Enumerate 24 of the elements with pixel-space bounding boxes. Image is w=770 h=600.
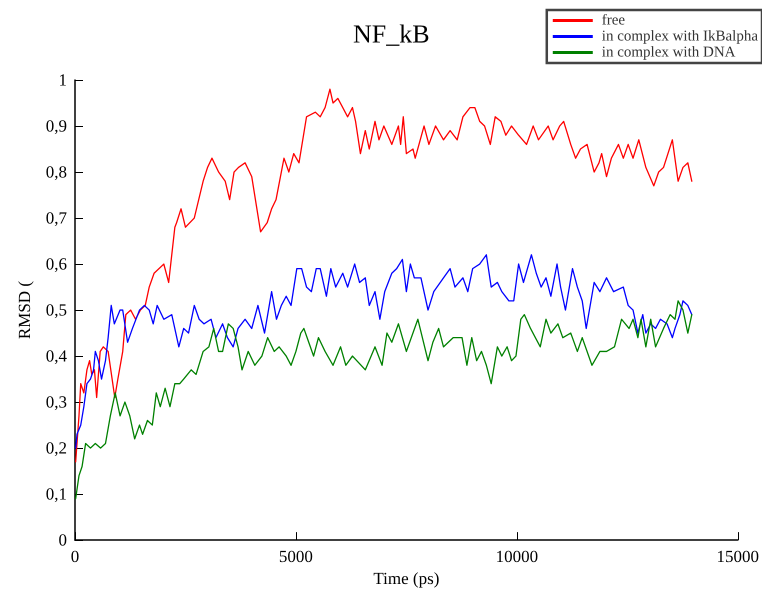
y-axis-title: RMSD ( (15, 280, 34, 340)
y-tick-label: 0,7 (46, 208, 68, 228)
y-tick-label: 0 (58, 530, 67, 550)
y-tick-label: 0,4 (46, 346, 68, 366)
line-series (75, 88, 692, 463)
y-tick-label: 0,5 (46, 300, 67, 320)
chart-title: NF_kB (353, 20, 430, 48)
y-tick-label: 0,1 (46, 484, 67, 504)
line-series (75, 254, 692, 449)
line-series (75, 300, 692, 500)
y-tick-label: 0,2 (46, 438, 67, 458)
x-tick-label: 10000 (496, 547, 538, 566)
x-tick-label: 15000 (716, 547, 759, 566)
y-tick-label: 0,8 (46, 162, 67, 182)
x-tick-label: 0 (70, 547, 80, 566)
y-tick-label: 1 (58, 70, 67, 90)
x-axis-title: Time (ps) (373, 569, 440, 588)
y-tick-label: 0,9 (46, 116, 67, 136)
x-tick-label: 5000 (278, 547, 313, 566)
y-tick-label: 0,3 (46, 392, 67, 412)
y-tick-label: 0,6 (46, 254, 67, 274)
legend-label: in complex with DNA (602, 44, 736, 60)
legend-label: in complex with IkBalpha (602, 28, 758, 44)
legend-label: free (602, 12, 626, 28)
